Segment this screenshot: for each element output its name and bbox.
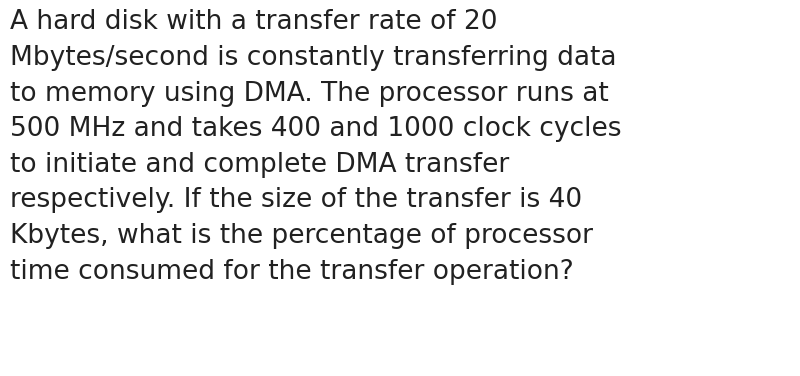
- Text: A hard disk with a transfer rate of 20
Mbytes/second is constantly transferring : A hard disk with a transfer rate of 20 M…: [10, 9, 621, 285]
